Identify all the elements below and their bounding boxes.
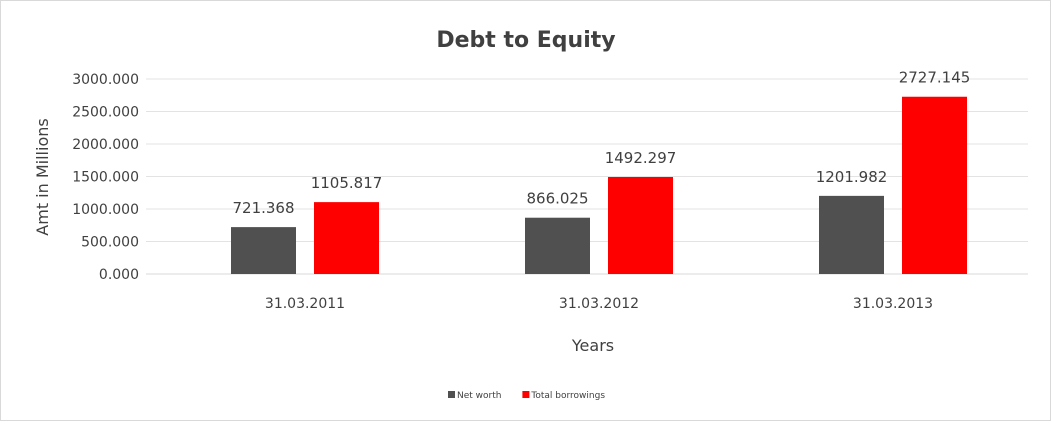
legend-swatch [522, 391, 530, 398]
legend: Net worth Total borrowings [448, 391, 605, 401]
data-label: 721.368 [232, 199, 294, 217]
data-label: 2727.145 [899, 69, 971, 87]
y-tick-label: 2000.000 [72, 137, 139, 153]
legend-swatch [448, 391, 455, 398]
bar-total-borrowings [314, 202, 379, 274]
legend-label: Net worth [457, 391, 501, 401]
chart-title: Debt to Equity [436, 28, 615, 53]
y-tick-label: 3000.000 [72, 72, 139, 88]
data-label: 1492.297 [605, 149, 677, 167]
y-tick-label: 0.000 [99, 267, 139, 283]
data-label: 866.025 [526, 190, 588, 208]
y-tick-label: 1500.000 [72, 170, 139, 186]
bar-net-worth [525, 217, 590, 274]
y-tick-label: 2500.000 [72, 105, 139, 121]
x-tick-label: 31.03.2012 [559, 296, 639, 312]
y-tick-label: 1000.000 [72, 202, 139, 218]
bar-total-borrowings [608, 177, 673, 274]
y-tick-label: 500.000 [81, 235, 139, 251]
x-axis-label: Years [571, 336, 614, 355]
data-label: 1201.982 [816, 168, 888, 186]
data-label: 1105.817 [311, 174, 383, 192]
y-axis-label: Amt in Millions [33, 118, 52, 235]
bar-net-worth [231, 227, 296, 274]
legend-label: Total borrowings [530, 391, 605, 401]
x-tick-label: 31.03.2011 [265, 296, 345, 312]
x-tick-label: 31.03.2013 [853, 296, 933, 312]
bar-net-worth [819, 195, 884, 274]
bar-total-borrowings [902, 96, 967, 275]
